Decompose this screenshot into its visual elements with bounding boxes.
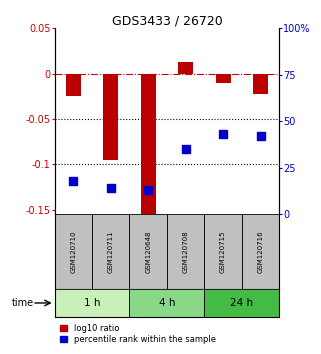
Bar — [216, 74, 230, 83]
Title: GDS3433 / 26720: GDS3433 / 26720 — [111, 14, 222, 27]
Point — [71, 178, 76, 183]
Legend: log10 ratio, percentile rank within the sample: log10 ratio, percentile rank within the … — [59, 322, 217, 346]
Text: GSM120710: GSM120710 — [70, 230, 76, 273]
Point — [108, 185, 113, 191]
Bar — [253, 74, 268, 93]
Bar — [141, 74, 156, 214]
Bar — [66, 74, 81, 96]
Bar — [129, 214, 167, 289]
Bar — [178, 62, 193, 74]
Text: 24 h: 24 h — [230, 298, 253, 308]
Point — [146, 187, 151, 193]
Text: GSM120711: GSM120711 — [108, 230, 114, 273]
Bar — [92, 214, 129, 289]
Bar — [55, 214, 92, 289]
Point — [258, 133, 263, 139]
Bar — [242, 214, 279, 289]
Text: 4 h: 4 h — [159, 298, 175, 308]
Bar — [204, 214, 242, 289]
Point — [183, 146, 188, 152]
Bar — [129, 289, 204, 318]
Bar — [167, 214, 204, 289]
Bar — [103, 74, 118, 160]
Text: GSM120716: GSM120716 — [257, 230, 264, 273]
Bar — [204, 289, 279, 318]
Text: GSM120648: GSM120648 — [145, 230, 151, 273]
Point — [221, 131, 226, 137]
Text: 1 h: 1 h — [84, 298, 100, 308]
Text: GSM120715: GSM120715 — [220, 230, 226, 273]
Text: GSM120708: GSM120708 — [183, 230, 189, 273]
Bar — [55, 289, 129, 318]
Text: time: time — [12, 298, 34, 308]
